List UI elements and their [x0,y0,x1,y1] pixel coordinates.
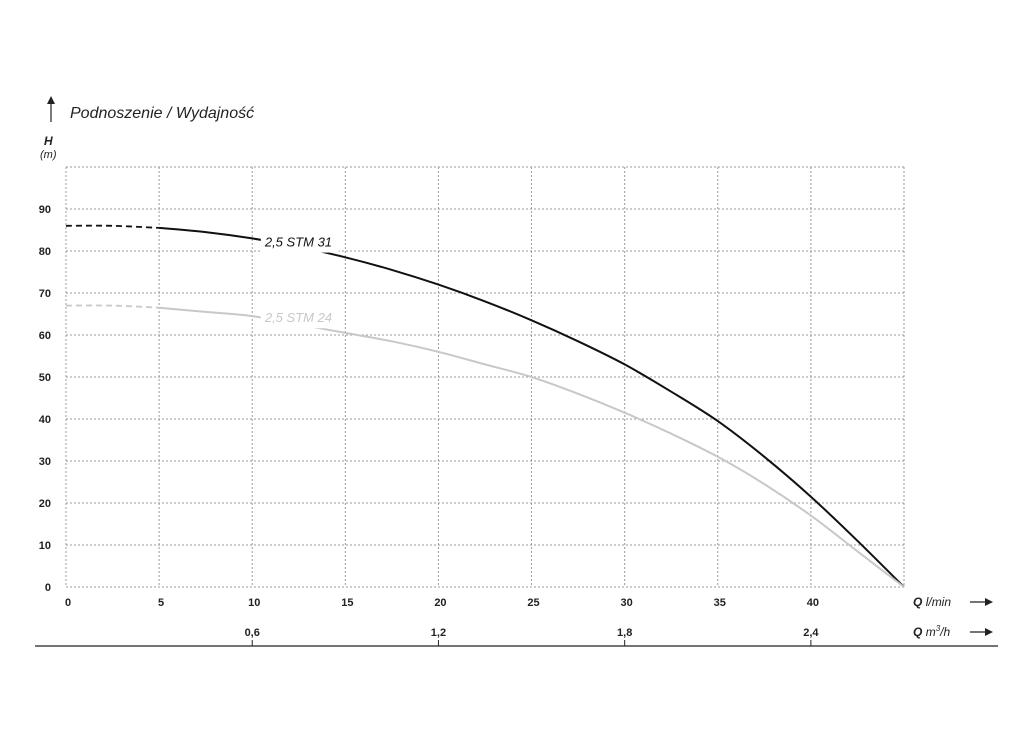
series-label-bg [260,306,339,329]
x2-tick-label: 1,2 [431,627,446,639]
x-axis-label: Q l/min [913,595,951,609]
y-axis-unit: (m) [40,149,57,161]
x2-tick-labels: 0,6 1,2 1,8 2,4 [245,627,819,646]
x-tick-label: 30 [621,597,633,609]
y-axis-arrow-icon [47,96,55,122]
y-tick-labels: 0 10 20 30 40 50 60 70 80 90 [39,204,51,594]
x-tick-label: 0 [65,597,71,609]
y-tick-label: 80 [39,246,51,258]
x2-axis-arrow-icon [970,628,993,636]
grid [65,166,905,588]
y-tick-label: 30 [39,456,51,468]
x2-axis-label: Q m3/h [913,624,950,639]
y-tick-label: 40 [39,414,51,426]
series-line-dashed [65,304,160,309]
y-tick-label: 10 [39,540,51,552]
series-label: 2,5 STM 31 [264,235,332,250]
y-axis-label: H [44,134,53,148]
x-tick-label: 20 [434,597,446,609]
y-tick-label: 50 [39,372,51,384]
series-1: 2,5 STM 24 [65,304,905,588]
x-tick-label: 15 [341,597,353,609]
y-tick-label: 20 [39,498,51,510]
x-tick-labels: 0 5 10 15 20 25 30 35 40 [65,597,819,609]
series-line-dashed [65,224,160,229]
x2-tick-label: 0,6 [245,627,260,639]
x-tick-label: 35 [714,597,726,609]
x2-tick-label: 1,8 [617,627,632,639]
series-label: 2,5 STM 24 [264,310,332,325]
x-tick-label: 5 [158,597,164,609]
x2-tick-label: 2,4 [803,627,819,639]
y-tick-label: 0 [45,582,51,594]
series: 2,5 STM 31 2,5 STM 24 [65,224,905,588]
x-tick-label: 25 [527,597,539,609]
y-tick-label: 70 [39,288,51,300]
x-tick-label: 40 [807,597,819,609]
x-axis-arrow-icon [970,598,993,606]
series-label-bg [260,230,339,253]
series-0: 2,5 STM 31 [65,224,905,588]
x-tick-label: 10 [248,597,260,609]
y-tick-label: 90 [39,204,51,216]
y-tick-label: 60 [39,330,51,342]
chart-title: Podnoszenie / Wydajność [70,105,254,122]
